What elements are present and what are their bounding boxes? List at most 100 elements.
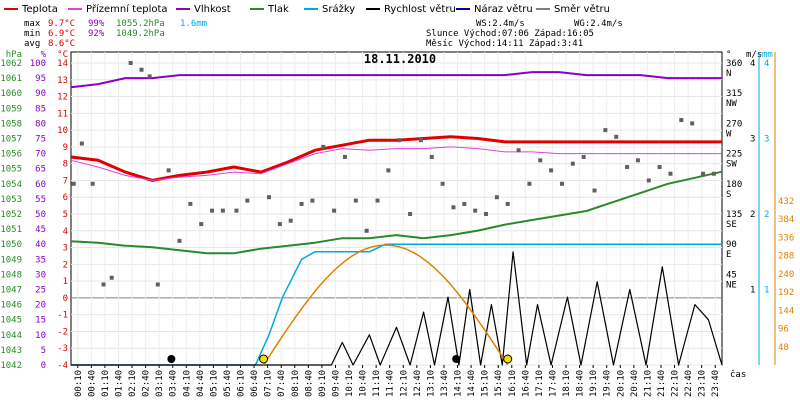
mm-axis-tick: 2 <box>764 210 769 220</box>
hpa-axis-tick: 1051 <box>0 225 22 235</box>
hpa-axis-tick: 1058 <box>0 119 22 129</box>
degc-axis-label: °C <box>57 50 68 60</box>
min-press: 1049.2hPa <box>116 29 165 39</box>
sun-elevation-curve <box>262 244 509 366</box>
x-axis: 00:10 00:40 01:10 01:40 02:10 02:40 03:10 03:40… <box>74 365 721 397</box>
wind-direction-point <box>484 212 489 216</box>
pct-axis-tick: 80 <box>35 119 46 129</box>
mm-axis-tick: 4 <box>764 59 769 69</box>
x-tick-label: 05:40 <box>223 370 233 397</box>
pct-axis-tick: 30 <box>35 270 46 280</box>
legend-entry: Teplota <box>21 4 58 15</box>
pct-axis-tick: 90 <box>35 89 46 99</box>
wind-direction-point <box>139 67 144 72</box>
pct-axis-tick: 35 <box>35 255 46 265</box>
hpa-axis-tick: 1042 <box>0 361 22 371</box>
degc-axis-tick: 3 <box>63 244 68 254</box>
x-tick-label: 00:40 <box>87 370 97 397</box>
wind-direction-point <box>657 165 662 170</box>
x-axis-label: čas <box>730 369 746 380</box>
degc-axis-tick: -3 <box>57 344 68 354</box>
x-tick-label: 08:10 <box>291 370 301 397</box>
wind-direction-point <box>109 275 114 280</box>
legend-entry: Směr větru <box>554 3 610 15</box>
degc-axis-tick: 2 <box>63 260 68 270</box>
pct-axis-tick: 50 <box>35 210 46 220</box>
x-tick-label: 05:10 <box>209 370 219 397</box>
wind-direction-point <box>701 171 706 176</box>
wind-direction-point <box>166 168 171 173</box>
w-axis-tick: 336 <box>778 233 794 243</box>
pct-axis-tick: 10 <box>35 331 46 341</box>
dir-axis-tick: NE <box>726 280 737 290</box>
chart-title: 18.11.2010 <box>364 52 436 66</box>
wind-direction-point <box>310 198 315 203</box>
x-tick-label: 10:40 <box>359 370 369 397</box>
series-line-tlak <box>70 170 723 255</box>
wind-direction-point <box>603 128 608 133</box>
sun-info: Slunce Východ:07:06 Západ:16:05 <box>426 29 594 39</box>
sunrise-marker <box>259 354 269 364</box>
w-axis-tick: 384 <box>778 215 794 225</box>
series-line-přízemní-teplota <box>70 146 722 181</box>
dir-axis-tick: SE <box>726 220 737 230</box>
wind-direction-point <box>592 188 597 193</box>
w-axis-tick: 144 <box>778 306 794 316</box>
pct-axis-tick: 95 <box>35 74 46 84</box>
wind-direction-point <box>386 168 391 173</box>
ms-axis-label: m/s <box>746 50 762 60</box>
pct-axis-tick: 25 <box>35 286 46 296</box>
x-tick-label: 23:40 <box>711 370 721 397</box>
x-tick-label: 13:40 <box>440 370 450 397</box>
wind-direction-point <box>505 201 510 206</box>
x-tick-label: 12:40 <box>413 370 423 397</box>
wind-direction-point <box>199 222 204 227</box>
wind-direction-point <box>155 282 160 287</box>
hpa-axis-tick: 1054 <box>0 180 22 190</box>
degc-axis-tick: -2 <box>57 327 68 337</box>
hpa-axis-tick: 1049 <box>0 255 22 265</box>
legend: Teplota Přízemní teplota Vlhkost Tlak Srážky… <box>4 3 610 15</box>
pct-axis-tick: 5 <box>41 346 46 356</box>
wind-direction-point <box>451 205 456 210</box>
degc-axis-tick: -1 <box>57 311 68 321</box>
degc-axis-tick: 0 <box>63 294 68 304</box>
degc-axis-tick: 5 <box>63 210 68 220</box>
wind-direction-point <box>364 228 369 233</box>
y-axes: hPa1062106110601059105810571056105510541… <box>0 50 794 371</box>
legend-entry: Rychlost větru <box>384 3 456 15</box>
wind-direction-point <box>288 218 293 223</box>
sunset-marker <box>503 354 513 364</box>
x-tick-label: 01:40 <box>114 370 124 397</box>
x-tick-label: 15:10 <box>481 370 491 397</box>
x-tick-label: 01:10 <box>101 370 111 397</box>
x-tick-label: 10:10 <box>345 370 355 397</box>
hpa-axis-tick: 1050 <box>0 240 22 250</box>
wind-direction-point <box>559 181 564 186</box>
min-label: min <box>24 29 40 39</box>
wind-direction-point <box>375 198 380 203</box>
legend-entry: Vlhkost <box>194 4 231 15</box>
wind-direction-point <box>570 161 575 166</box>
wind-direction-point <box>527 181 532 186</box>
w-axis-tick: 432 <box>778 197 794 207</box>
dir-axis-tick: 180 <box>726 180 742 190</box>
moonset-marker <box>167 355 176 363</box>
x-tick-label: 18:10 <box>562 370 572 397</box>
dir-axis-tick: NW <box>726 99 737 109</box>
pct-axis-tick: 70 <box>35 150 46 160</box>
max-label: max <box>24 19 41 29</box>
dir-axis-label: ° <box>726 50 731 60</box>
wind-direction-point <box>128 61 133 65</box>
degc-axis-tick: -4 <box>57 361 68 371</box>
x-tick-label: 09:10 <box>318 370 328 397</box>
dir-axis-tick: 360 <box>726 59 742 69</box>
wind-direction-point <box>234 208 239 213</box>
max-hum: 99% <box>88 19 105 29</box>
wind-direction-point <box>342 154 347 159</box>
legend-entry: Srážky <box>322 3 355 15</box>
wind-direction-point <box>210 208 215 213</box>
hpa-axis-tick: 1045 <box>0 316 22 326</box>
x-tick-label: 22:40 <box>684 370 694 397</box>
wind-direction-point <box>494 195 499 200</box>
